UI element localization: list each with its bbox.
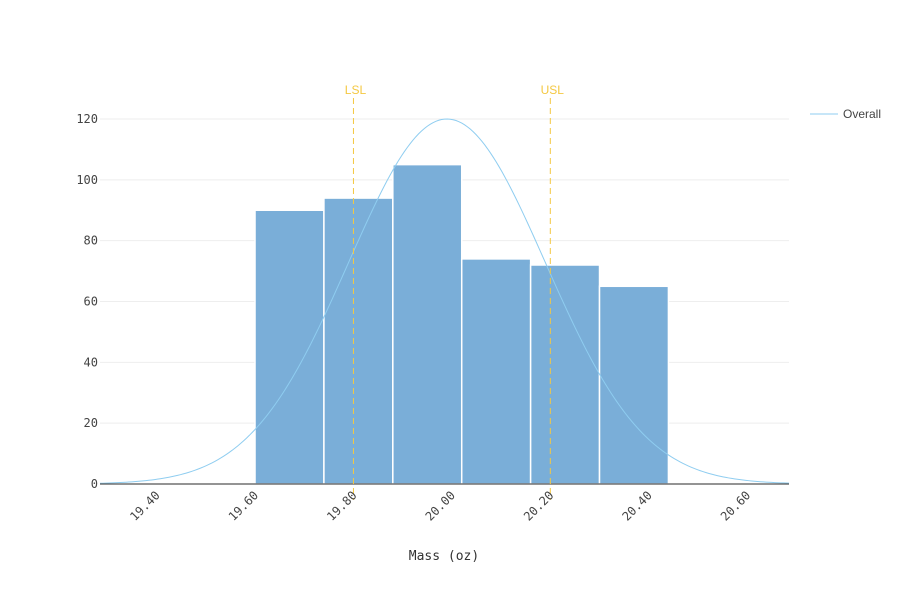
x-tick-label-5: 20.40 bbox=[619, 488, 654, 523]
usl-label: USL bbox=[541, 83, 565, 97]
lsl-label: LSL bbox=[345, 83, 367, 97]
legend-label-overall: Overall bbox=[843, 107, 881, 121]
x-tick-label-4: 20.20 bbox=[521, 488, 556, 523]
histogram-bar-0 bbox=[254, 209, 325, 485]
x-tick-label-0: 19.40 bbox=[127, 488, 162, 523]
histogram-bar-3 bbox=[460, 258, 532, 485]
y-tick-label-5: 100 bbox=[76, 173, 98, 187]
y-tick-label-0: 0 bbox=[91, 477, 98, 491]
x-tick-label-1: 19.60 bbox=[226, 488, 261, 523]
histogram-bar-4 bbox=[529, 264, 601, 485]
histogram-bars bbox=[254, 163, 670, 485]
y-tick-label-4: 80 bbox=[84, 234, 98, 248]
legend[interactable]: Overall bbox=[810, 107, 881, 121]
x-tick-label-3: 20.00 bbox=[423, 488, 458, 523]
histogram-bar-5 bbox=[598, 285, 670, 485]
y-tick-label-2: 40 bbox=[84, 355, 98, 369]
y-tick-label-6: 120 bbox=[76, 112, 98, 126]
y-tick-label-3: 60 bbox=[84, 295, 98, 309]
overall-distribution-curve bbox=[99, 118, 790, 484]
x-axis-ticks: 19.40 19.60 19.80 20.00 20.20 20.40 20.60 bbox=[127, 488, 753, 523]
y-axis-ticks: 0 20 40 60 80 100 120 bbox=[76, 112, 98, 491]
x-tick-label-6: 20.60 bbox=[718, 488, 753, 523]
spec-limit-lines: LSL USL bbox=[345, 83, 565, 500]
x-axis-title: Mass (oz) bbox=[409, 549, 479, 564]
histogram-bar-2 bbox=[392, 163, 463, 485]
x-tick-label-2: 19.80 bbox=[324, 488, 359, 523]
y-tick-label-1: 20 bbox=[84, 416, 98, 430]
